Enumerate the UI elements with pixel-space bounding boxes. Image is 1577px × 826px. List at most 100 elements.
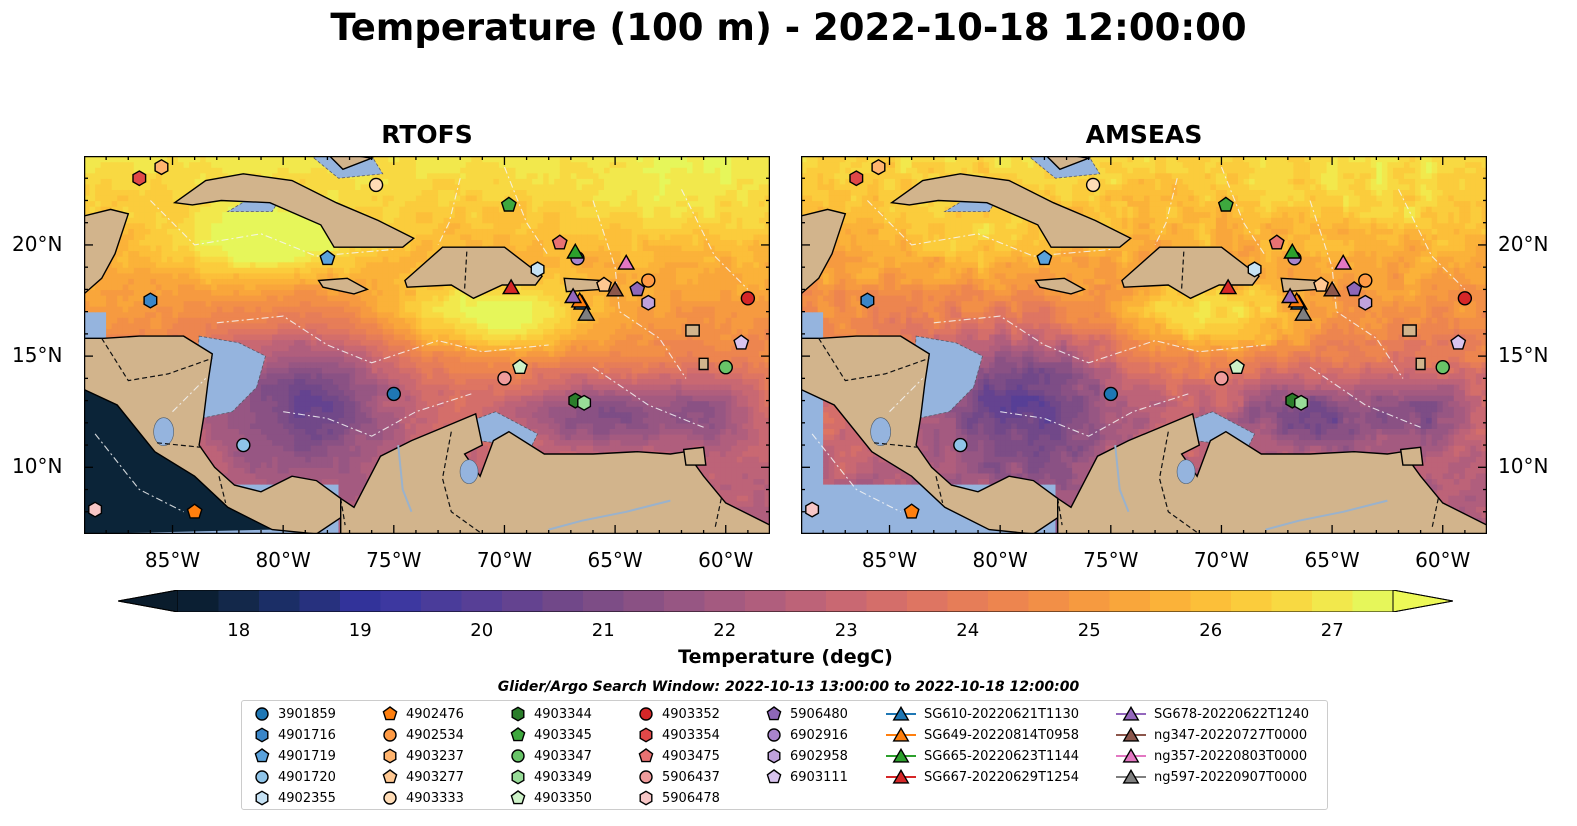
border-line xyxy=(218,476,227,504)
colorbar-tick-label: 27 xyxy=(1320,620,1344,641)
legend-label: SG649-20220814T0958 xyxy=(924,727,1080,743)
colorbar-tick-label: 19 xyxy=(348,620,372,641)
colorbar-tick-label: 21 xyxy=(591,620,615,641)
legend-marker xyxy=(639,727,653,743)
eez-line xyxy=(1309,366,1421,428)
legend-label: ng597-20220907T0000 xyxy=(1154,769,1308,785)
colorbar-segment xyxy=(1069,590,1110,612)
marker-5906478 xyxy=(88,501,103,518)
colorbar-segment xyxy=(1271,590,1313,612)
legend-marker xyxy=(767,748,781,764)
eez-line xyxy=(867,200,1111,257)
colorbar-segment xyxy=(1190,590,1232,612)
legend-item: 4903350 xyxy=(510,788,592,808)
colorbar-segment xyxy=(866,590,908,612)
legend-label: 4901720 xyxy=(278,769,336,785)
marker-sg678-20220622t1240 xyxy=(563,287,583,304)
marker-4903350 xyxy=(511,358,528,375)
legend-marker xyxy=(254,748,270,763)
lon-label: 75°W xyxy=(1083,548,1139,572)
legend-label: ng357-20220803T0000 xyxy=(1154,748,1308,764)
legend-item: SG649-20220814T0958 xyxy=(886,725,1079,745)
marker-5906478 xyxy=(805,501,820,518)
colorbar-tick-label: 25 xyxy=(1077,620,1101,641)
legend-label: 4902534 xyxy=(406,727,464,743)
legend-marker xyxy=(886,747,916,763)
colorbar xyxy=(118,590,1453,612)
marker-4903354 xyxy=(132,170,147,187)
eez-line xyxy=(94,433,184,513)
marker-4902355 xyxy=(530,261,545,278)
legend-item: 4903277 xyxy=(382,767,464,787)
colorbar-segment xyxy=(583,590,624,612)
land-trinidad xyxy=(1399,446,1424,466)
eez-line xyxy=(592,200,687,379)
marker-4903347 xyxy=(718,360,733,375)
border-line xyxy=(818,337,930,382)
legend-item: 5906437 xyxy=(638,767,720,787)
legend-marker xyxy=(639,707,653,721)
legend-marker xyxy=(767,728,781,742)
legend-label: 6902958 xyxy=(790,748,848,764)
marker-4902534 xyxy=(1358,273,1373,288)
colorbar-segment xyxy=(502,590,543,612)
marker-ng597-20220907t0000 xyxy=(1294,305,1313,321)
legend-marker xyxy=(510,727,526,742)
marker-6902958 xyxy=(1358,294,1373,311)
marker-ng357-20220803t0000 xyxy=(1334,253,1353,270)
lat-label-right: 20°N xyxy=(1498,231,1549,256)
border-line xyxy=(1431,498,1439,530)
colorbar-segment xyxy=(299,590,341,612)
legend-item: SG665-20220623T1144 xyxy=(886,746,1079,766)
marker-6903111 xyxy=(1450,334,1467,350)
legend-marker xyxy=(255,770,269,784)
marker-ng357-20220803t0000 xyxy=(617,253,636,270)
legend-item: 4903344 xyxy=(510,704,592,724)
legend-marker xyxy=(383,728,397,742)
legend-marker xyxy=(511,706,525,722)
marker-3901859 xyxy=(1103,386,1119,402)
legend-label: 5906480 xyxy=(790,706,848,722)
colorbar-segment xyxy=(947,590,989,612)
colorbar-segment xyxy=(1312,590,1353,612)
eez-line xyxy=(150,200,394,257)
legend-item: 4903345 xyxy=(510,725,592,745)
legend-marker xyxy=(886,705,916,721)
marker-sg667-20220629t1254 xyxy=(501,278,521,295)
colorbar-segment xyxy=(1109,590,1151,612)
marker-sg678-20220622t1240 xyxy=(1280,287,1300,304)
marker-4901716 xyxy=(860,292,875,309)
legend-label: 5906478 xyxy=(662,790,720,806)
marker-4901719 xyxy=(1036,249,1053,266)
map-ticks xyxy=(84,156,770,534)
land-guadeloupe xyxy=(1402,324,1417,337)
lon-label: 85°W xyxy=(144,548,201,572)
map-panel-rtofs xyxy=(84,156,770,534)
legend-label: 4901716 xyxy=(278,727,336,743)
colorbar-tick-label: 23 xyxy=(834,620,858,641)
marker-ng347-20220727t0000 xyxy=(605,280,625,297)
marker-4903349 xyxy=(577,394,592,411)
legend-item: ng347-20220727T0000 xyxy=(1116,725,1307,745)
marker-5906437 xyxy=(497,371,512,386)
colorbar-tick-label: 20 xyxy=(470,620,494,641)
legend-item: 4902476 xyxy=(382,704,464,724)
border-line xyxy=(714,498,722,530)
marker-sg667-20220629t1254 xyxy=(1218,278,1238,295)
legend-label: 6903111 xyxy=(790,769,848,785)
marker-6902958 xyxy=(641,294,656,311)
colorbar-segment xyxy=(664,590,705,612)
marker-5906437 xyxy=(1214,371,1229,386)
colorbar-tick-label: 22 xyxy=(713,620,737,641)
legend-item: 6903111 xyxy=(766,767,848,787)
land-puerto-rico xyxy=(1280,277,1320,293)
legend-label: 4903354 xyxy=(662,727,720,743)
land-south-america xyxy=(1057,412,1487,534)
colorbar-tick-label: 26 xyxy=(1199,620,1223,641)
marker-4903333 xyxy=(1085,177,1101,193)
river-line xyxy=(1265,499,1388,531)
marker-4901720 xyxy=(236,437,251,453)
lon-label: 65°W xyxy=(587,548,643,572)
marker-4902476 xyxy=(903,503,920,519)
marker-sg665-20220623t1144 xyxy=(566,242,585,259)
